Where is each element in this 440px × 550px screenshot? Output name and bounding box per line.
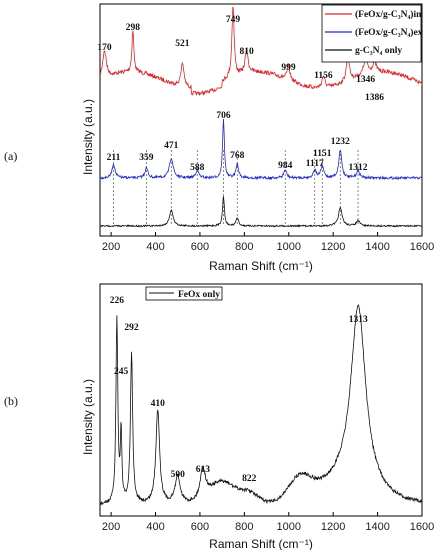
trace-fegcn-in [99,6,423,96]
panel-a-frame [99,3,423,237]
x-tick-label: 1200 [321,241,345,253]
peak-label-ex: 1117 [306,159,324,169]
panel-b-frame [99,283,423,517]
peak-label-ex: 1312 [349,163,368,173]
x-tick-label: 400 [146,521,164,533]
x-tick-label: 200 [102,241,120,253]
peak-label-ex: 1151 [313,149,332,159]
panel-b-label: (b) [4,394,18,408]
x-tick-label: 1400 [365,241,389,253]
peak-label-in: 170 [97,43,112,53]
x-tick-label: 1000 [277,521,301,533]
panel-b-x-axis-label: Raman Shift (cm⁻¹) [209,537,313,550]
x-tick-label: 400 [146,241,164,253]
peak-label-in: 810 [239,47,254,57]
peak-label-ex: 588 [190,163,205,173]
legend-a-label-gcn: g-C₃N₄ only [355,46,402,56]
panel-a-dashed-markers [113,150,359,226]
trace-feox-only [99,304,423,506]
x-tick-label: 1600 [410,521,434,533]
panel-a: (a) 170298521749810999115612661346138621… [4,3,434,273]
peak-label-feox: 613 [196,465,211,475]
peak-label-feox: 1313 [349,315,368,325]
peak-label-feox: 245 [114,367,129,377]
peak-label-ex: 768 [230,151,245,161]
peak-label-in: 1156 [314,71,333,81]
peak-label-ex: 471 [164,141,179,151]
peak-label-in: 749 [226,15,241,25]
panel-b-legend: FeOx only [145,286,223,301]
x-tick-label: 1000 [277,241,301,253]
peak-label-feox: 500 [171,470,186,480]
x-tick-label: 200 [102,521,120,533]
peak-label-ex: 359 [139,153,154,163]
peak-label-in: 999 [281,63,296,73]
legend-b-label: FeOx only [178,290,220,300]
panel-b-y-axis-label: Intensity (a.u.) [81,379,95,455]
legend-b-box [145,286,223,301]
panel-b-peak-labels: 226 245 292 410 500 613 822 1313 [110,296,368,484]
x-tick-label: 1200 [321,521,345,533]
panel-a-x-axis-label: Raman Shift (cm⁻¹) [209,259,313,273]
peak-label-feox: 226 [110,296,125,306]
x-tick-label: 800 [235,241,253,253]
panel-a-x-ticks: 200 400 600 800 1000 1200 1400 1600 [102,232,434,253]
panel-b-x-ticks: 200 400 600 800 1000 1200 1400 1600 [102,512,434,533]
panel-a-peak-labels: 1702985217498109991156126613461386211359… [97,15,384,173]
x-tick-label: 600 [191,521,209,533]
legend-a-label-ex: (FeOx/g-C₃N₄)ex [355,27,423,38]
peak-label-feox: 410 [151,399,166,409]
panel-a-legend: (FeOx/g-C₃N₄)in (FeOx/g-C₃N₄)ex g-C₃N₄ o… [321,4,423,63]
peak-label-in: 1346 [356,75,375,85]
peak-label-ex: 706 [216,111,231,121]
panel-a-label: (a) [4,149,17,163]
peak-label-feox: 822 [242,474,257,484]
x-tick-label: 1400 [365,521,389,533]
peak-label-ex: 1232 [331,137,350,147]
legend-a-label-in: (FeOx/g-C₃N₄)in [355,9,422,20]
peak-label-in: 521 [175,39,190,49]
panel-a-y-axis-label: Intensity (a.u.) [81,99,95,175]
x-tick-label: 800 [235,521,253,533]
x-tick-label: 1600 [410,241,434,253]
trace-gcn-only [99,196,423,228]
peak-label-ex: 211 [107,153,121,163]
peak-label-in: 1386 [365,93,384,103]
panel-a-traces [99,6,423,228]
x-tick-label: 600 [191,241,209,253]
peak-label-in: 298 [126,23,141,33]
peak-label-feox: 292 [124,323,139,333]
panel-b-traces [99,304,423,506]
peak-label-ex: 984 [278,161,293,171]
panel-b: (b) 226 245 292 410 500 613 822 1313 200 400 600 8… [4,283,434,550]
trace-fegcn-ex [99,118,423,181]
